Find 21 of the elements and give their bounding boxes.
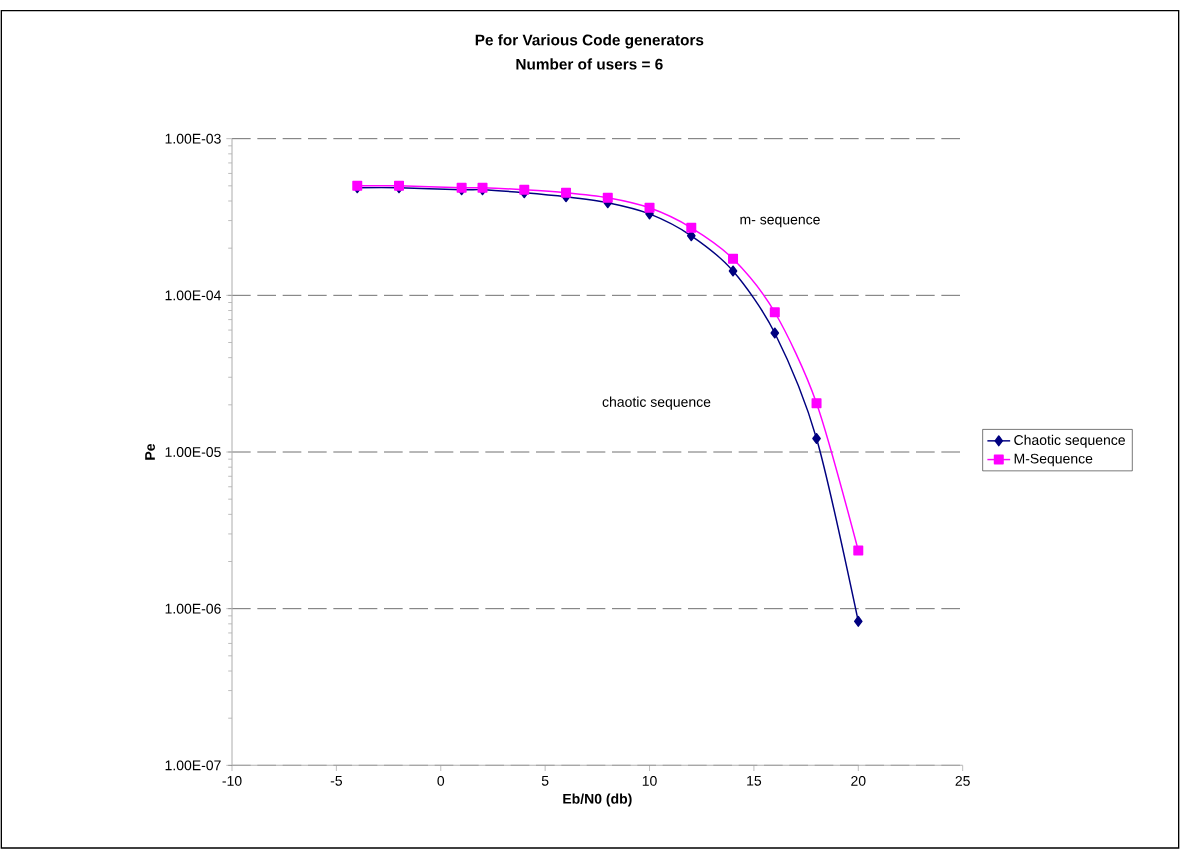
legend-label: M-Sequence	[1014, 453, 1093, 467]
y-tick-label: 1.00E-05	[165, 446, 221, 457]
y-tick-label: 1.00E-07	[165, 760, 221, 771]
chart-title: Pe for Various Code generators	[475, 33, 704, 49]
x-tick-label: 10	[642, 775, 657, 786]
x-tick-label: -10	[222, 775, 242, 786]
annotation: chaotic sequence	[602, 396, 711, 410]
x-tick-label: 25	[955, 775, 970, 786]
y-tick-label: 1.00E-03	[165, 133, 221, 144]
x-tick-label: 20	[851, 775, 866, 786]
chart-subtitle: Number of users = 6	[516, 58, 663, 70]
y-tick-label: 1.00E-04	[165, 290, 221, 301]
x-tick-label: 0	[437, 775, 445, 786]
x-tick-label: -5	[330, 775, 343, 786]
y-tick-label: 1.00E-06	[165, 603, 221, 614]
legend-label: Chaotic sequence	[1014, 434, 1125, 448]
x-tick-label: 5	[541, 775, 549, 786]
y-axis-title: Pe	[145, 443, 155, 460]
x-axis-title: Eb/N0 (db)	[563, 793, 632, 807]
annotation: m- sequence	[740, 216, 820, 228]
x-tick-label: 15	[747, 775, 762, 786]
